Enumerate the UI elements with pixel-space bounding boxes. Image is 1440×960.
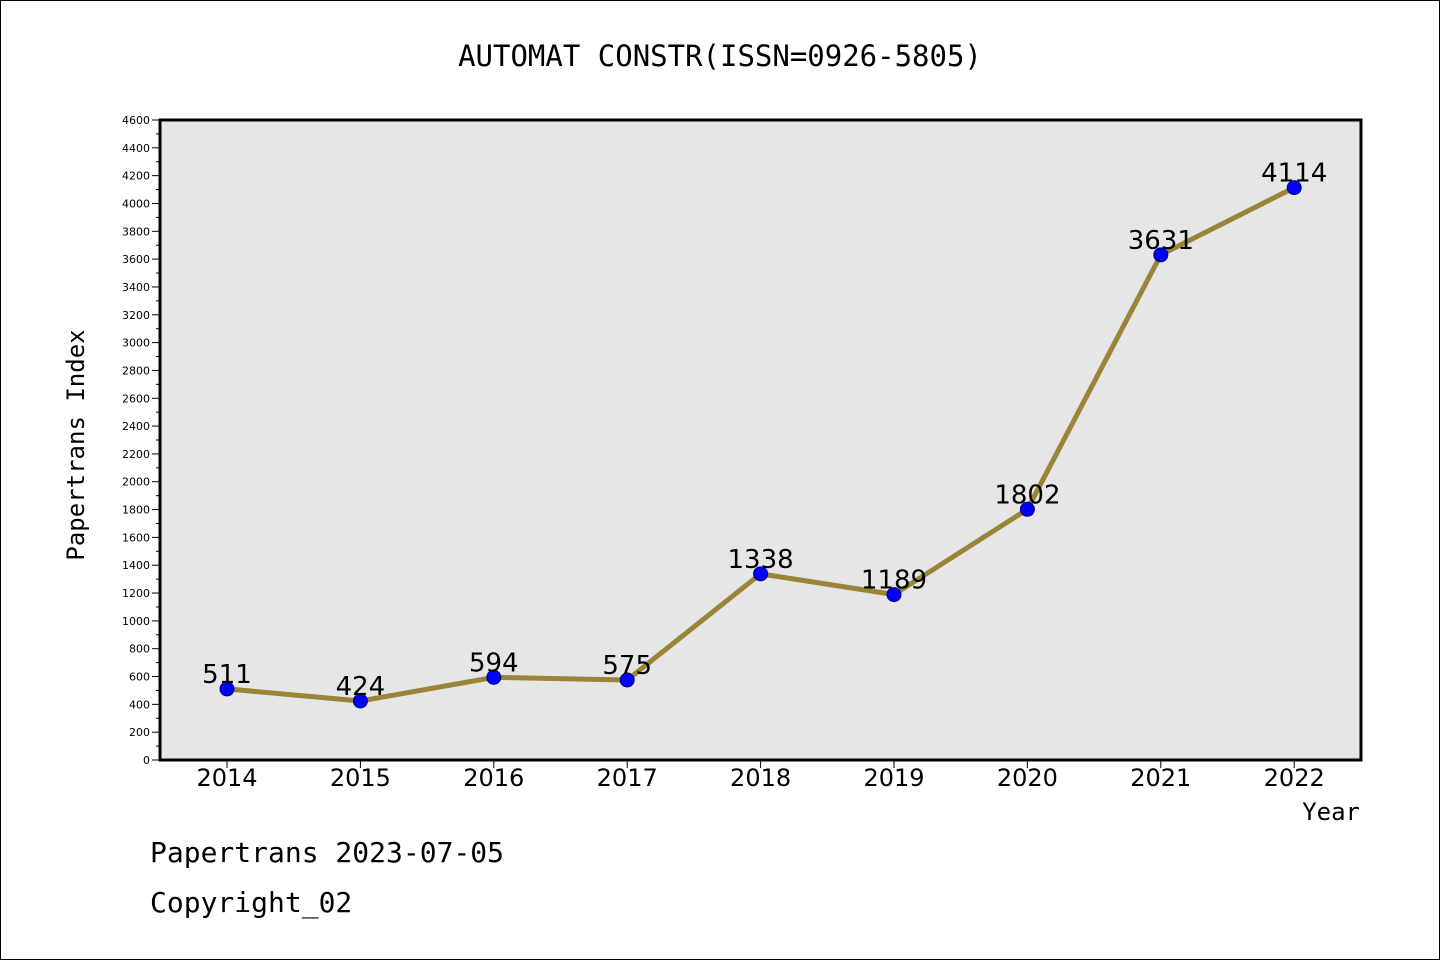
- data-point: [1286, 180, 1302, 196]
- y-tick-label: 600: [129, 671, 150, 684]
- y-tick-label: 0: [143, 754, 150, 767]
- y-tick-label: 1600: [122, 531, 150, 544]
- plot-border: [158, 118, 1363, 762]
- y-tick-label: 3600: [122, 253, 150, 266]
- x-axis-ticks: 2014 2015 2016 2017 2018 2019 2020 2021 2022: [196, 760, 1325, 792]
- y-tick-label: 4000: [122, 197, 150, 210]
- x-tick-label: 2015: [330, 764, 391, 792]
- data-labels: 511 424 594 575 1338 1189 1802 3631 4114: [202, 159, 1327, 702]
- y-tick-label: 200: [129, 726, 150, 739]
- footer-copyright: Copyright_02: [150, 886, 353, 919]
- chart-title: AUTOMAT CONSTR(ISSN=0926-5805): [458, 39, 982, 73]
- y-tick-label: 1400: [122, 559, 150, 572]
- y-axis-label: Papertrans Index: [62, 329, 90, 560]
- x-tick-label: 2019: [863, 764, 924, 792]
- y-tick-label: 1000: [122, 615, 150, 628]
- y-tick-label: 400: [129, 698, 150, 711]
- data-label: 1338: [728, 545, 794, 575]
- x-tick-label: 2018: [730, 764, 791, 792]
- y-tick-label: 2200: [122, 448, 150, 461]
- data-label: 1189: [861, 566, 927, 596]
- data-label: 4114: [1261, 159, 1327, 189]
- x-tick-label: 2017: [597, 764, 658, 792]
- y-tick-label: 1800: [122, 504, 150, 517]
- data-point: [486, 669, 502, 685]
- x-tick-label: 2014: [196, 764, 257, 792]
- footer-date-line: Papertrans 2023-07-05: [150, 836, 505, 869]
- y-tick-label: 4600: [122, 114, 150, 127]
- y-tick-label: 3800: [122, 225, 150, 238]
- y-tick-label: 3000: [122, 337, 150, 350]
- y-tick-label: 2600: [122, 392, 150, 405]
- data-label: 594: [469, 648, 519, 678]
- y-axis-ticks: 0 200 400 600 800 1000 1200 1400 1600 1800 2000 220…: [122, 114, 160, 767]
- data-label: 424: [336, 672, 386, 702]
- y-tick-label: 3200: [122, 309, 150, 322]
- data-point: [352, 693, 368, 709]
- data-label: 3631: [1128, 226, 1194, 256]
- data-point: [219, 681, 235, 697]
- plot-area: [160, 120, 1361, 760]
- data-label: 511: [202, 660, 252, 690]
- x-axis-label: Year: [1302, 798, 1360, 826]
- y-tick-label: 2400: [122, 420, 150, 433]
- x-tick-label: 2022: [1264, 764, 1325, 792]
- y-tick-label: 1200: [122, 587, 150, 600]
- data-label: 1802: [994, 480, 1060, 510]
- y-tick-label: 2800: [122, 364, 150, 377]
- data-point: [1019, 501, 1035, 517]
- y-tick-label: 3400: [122, 281, 150, 294]
- y-tick-label: 800: [129, 643, 150, 656]
- x-tick-label: 2020: [997, 764, 1058, 792]
- x-tick-label: 2016: [463, 764, 524, 792]
- data-point: [886, 587, 902, 603]
- data-point: [753, 566, 769, 582]
- x-tick-label: 2021: [1130, 764, 1191, 792]
- data-markers: [219, 180, 1302, 709]
- y-tick-label: 2000: [122, 476, 150, 489]
- data-point: [619, 672, 635, 688]
- data-point: [1153, 247, 1169, 263]
- y-tick-label: 4200: [122, 170, 150, 183]
- data-label: 575: [602, 651, 652, 681]
- y-tick-label: 4400: [122, 142, 150, 155]
